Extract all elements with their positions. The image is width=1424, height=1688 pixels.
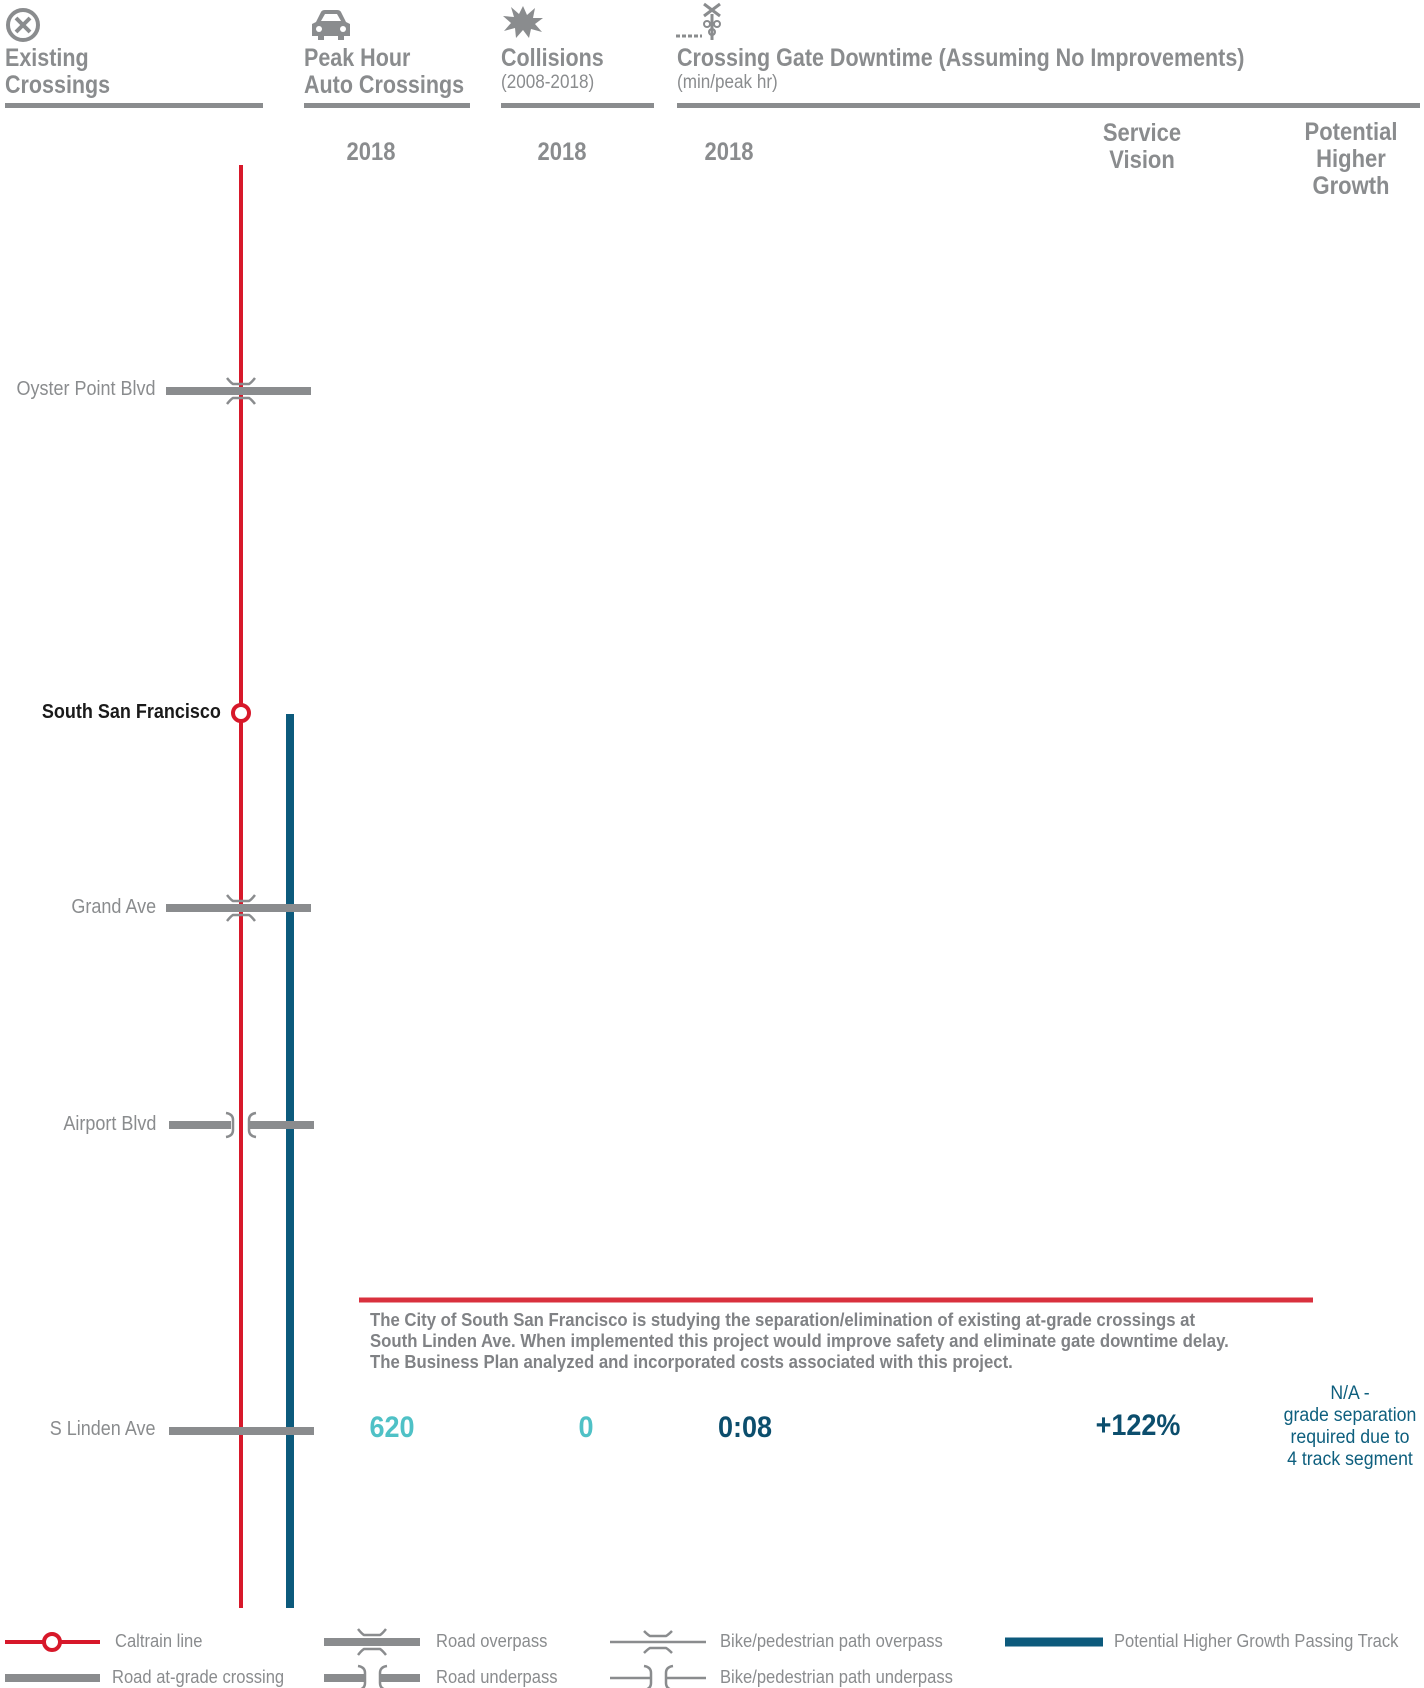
station-label: South San Francisco	[41, 701, 221, 723]
legend-road-underpass-label: Road underpass	[436, 1667, 558, 1687]
col-service-vision-line1: Service	[1102, 119, 1182, 147]
legend-caltrain-label: Caltrain line	[115, 1631, 203, 1651]
col-peak-year: 2018	[346, 138, 396, 166]
project-note-line2: South Linden Ave. When implemented this …	[370, 1331, 1229, 1351]
col-collisions-year: 2018	[537, 138, 587, 166]
col-service-vision: Service Vision	[1089, 120, 1195, 174]
legend-bike-underpass-label: Bike/pedestrian path underpass	[720, 1667, 953, 1687]
car-icon	[312, 10, 350, 40]
col-higher-growth-line2: Higher	[1316, 145, 1386, 173]
header-collisions-title: Collisions	[501, 44, 604, 72]
crossing-label-oyster-point: Oyster Point Blvd	[16, 378, 156, 400]
header-rule-collisions	[501, 103, 654, 108]
col-higher-growth: Potential Higher Growth	[1298, 119, 1404, 200]
station-marker-south-san-francisco	[231, 703, 251, 723]
crossing-airport-blvd-underpass	[169, 1111, 314, 1139]
header-peak-line1: Peak Hour	[304, 44, 411, 72]
crossing-gate-icon	[676, 2, 721, 40]
value-higher-growth-line4: 4 track segment	[1287, 1449, 1413, 1470]
header-downtime: Crossing Gate Downtime (Assuming No Impr…	[677, 45, 1337, 94]
header-existing-crossings: Existing Crossings	[5, 45, 110, 99]
header-existing-line1: Existing	[5, 44, 89, 72]
crossing-oyster-point-overpass	[166, 377, 311, 405]
header-collisions-sub: (2008-2018)	[501, 72, 595, 93]
legend-passing-track-label: Potential Higher Growth Passing Track	[1114, 1631, 1399, 1651]
legend-road-overpass-symbol	[324, 1628, 420, 1656]
header-rule-downtime	[677, 103, 1420, 108]
legend-road-overpass-label: Road overpass	[436, 1631, 548, 1651]
value-higher-growth: N/A - grade separation required due to 4…	[1276, 1383, 1424, 1471]
x-circle-icon	[6, 8, 40, 42]
legend-caltrain-symbol	[5, 1632, 100, 1652]
col-higher-growth-line1: Potential	[1304, 118, 1398, 146]
header-collisions: Collisions (2008-2018)	[501, 45, 620, 94]
crossing-label-s-linden: S Linden Ave	[50, 1418, 156, 1440]
value-downtime-2018: 0:08	[717, 1411, 773, 1444]
col-service-vision-line2: Vision	[1109, 146, 1175, 174]
col-higher-growth-line3: Growth	[1312, 172, 1390, 200]
col-downtime-year: 2018	[704, 138, 754, 166]
legend-bike-overpass-symbol	[610, 1630, 706, 1654]
project-note: The City of South San Francisco is study…	[370, 1310, 1263, 1373]
header-rule-existing	[5, 103, 263, 108]
header-peak-hour: Peak Hour Auto Crossings	[304, 45, 464, 99]
value-higher-growth-line1: N/A -	[1330, 1383, 1370, 1404]
crossing-label-airport-blvd: Airport Blvd	[62, 1113, 156, 1135]
header-rule-peak	[304, 103, 470, 108]
crossing-label-grand-ave: Grand Ave	[71, 896, 156, 918]
legend-at-grade-label: Road at-grade crossing	[112, 1667, 285, 1687]
legend-road-underpass-symbol	[324, 1664, 420, 1688]
legend-bike-underpass-symbol	[610, 1664, 706, 1688]
header-downtime-sub: (min/peak hr)	[677, 72, 778, 93]
crossing-grand-ave-overpass	[166, 894, 311, 922]
project-note-line3: The Business Plan analyzed and incorpora…	[370, 1352, 1013, 1372]
project-note-line1: The City of South San Francisco is study…	[370, 1310, 1196, 1330]
value-collisions: 0	[578, 1411, 594, 1444]
header-downtime-title: Crossing Gate Downtime (Assuming No Impr…	[677, 44, 1245, 72]
value-service-vision: +122%	[1095, 1409, 1181, 1442]
value-higher-growth-line3: required due to	[1290, 1427, 1410, 1448]
header-peak-line2: Auto Crossings	[304, 71, 465, 99]
header-existing-line2: Crossings	[5, 71, 111, 99]
collision-burst-icon	[503, 6, 543, 38]
value-higher-growth-line2: grade separation	[1283, 1405, 1417, 1426]
value-peak-auto: 620	[369, 1411, 415, 1444]
legend-bike-overpass-label: Bike/pedestrian path overpass	[720, 1631, 943, 1651]
